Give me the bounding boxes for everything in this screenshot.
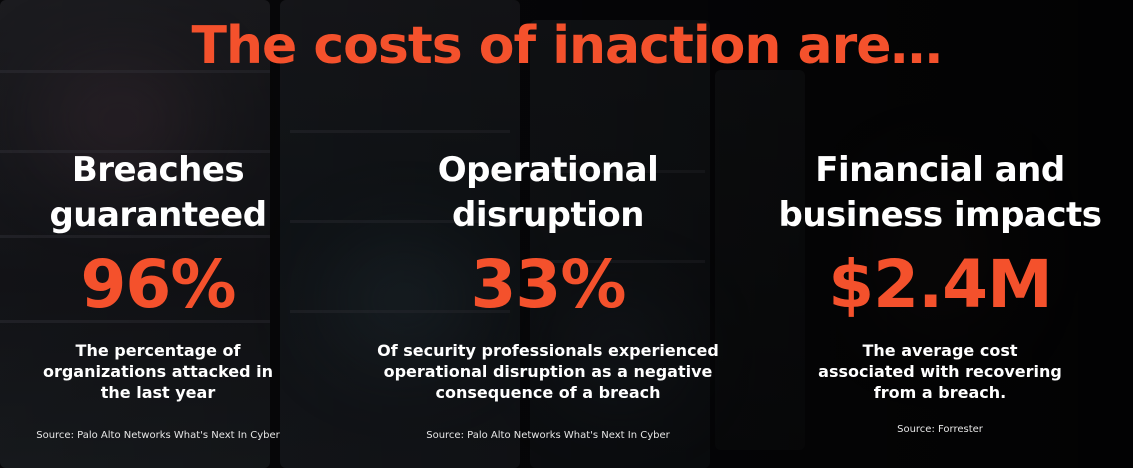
page-title: The costs of inaction are…: [191, 16, 942, 76]
column-heading: Breaches guaranteed: [49, 150, 267, 235]
stat-column-disruption: Operational disruption 33% Of security p…: [363, 148, 733, 441]
source-note: Source: Forrester: [897, 424, 983, 435]
stat-value: 33%: [470, 246, 627, 323]
stat-description: The average cost associated with recover…: [818, 341, 1062, 402]
column-heading: Financial and business impacts: [778, 150, 1102, 235]
source-note: Source: Palo Alto Networks What's Next I…: [36, 430, 280, 441]
source-note: Source: Palo Alto Networks What's Next I…: [426, 430, 670, 441]
stat-column-breaches: Breaches guaranteed 96% The percentage o…: [0, 148, 343, 441]
stat-value: 96%: [80, 246, 237, 323]
column-heading: Operational disruption: [437, 150, 659, 235]
stat-column-financial: Financial and business impacts $2.4M The…: [755, 148, 1125, 435]
stat-value: $2.4M: [828, 246, 1053, 323]
stat-description: The percentage of organizations attacked…: [42, 341, 274, 402]
stat-description: Of security professionals experienced op…: [377, 341, 719, 402]
